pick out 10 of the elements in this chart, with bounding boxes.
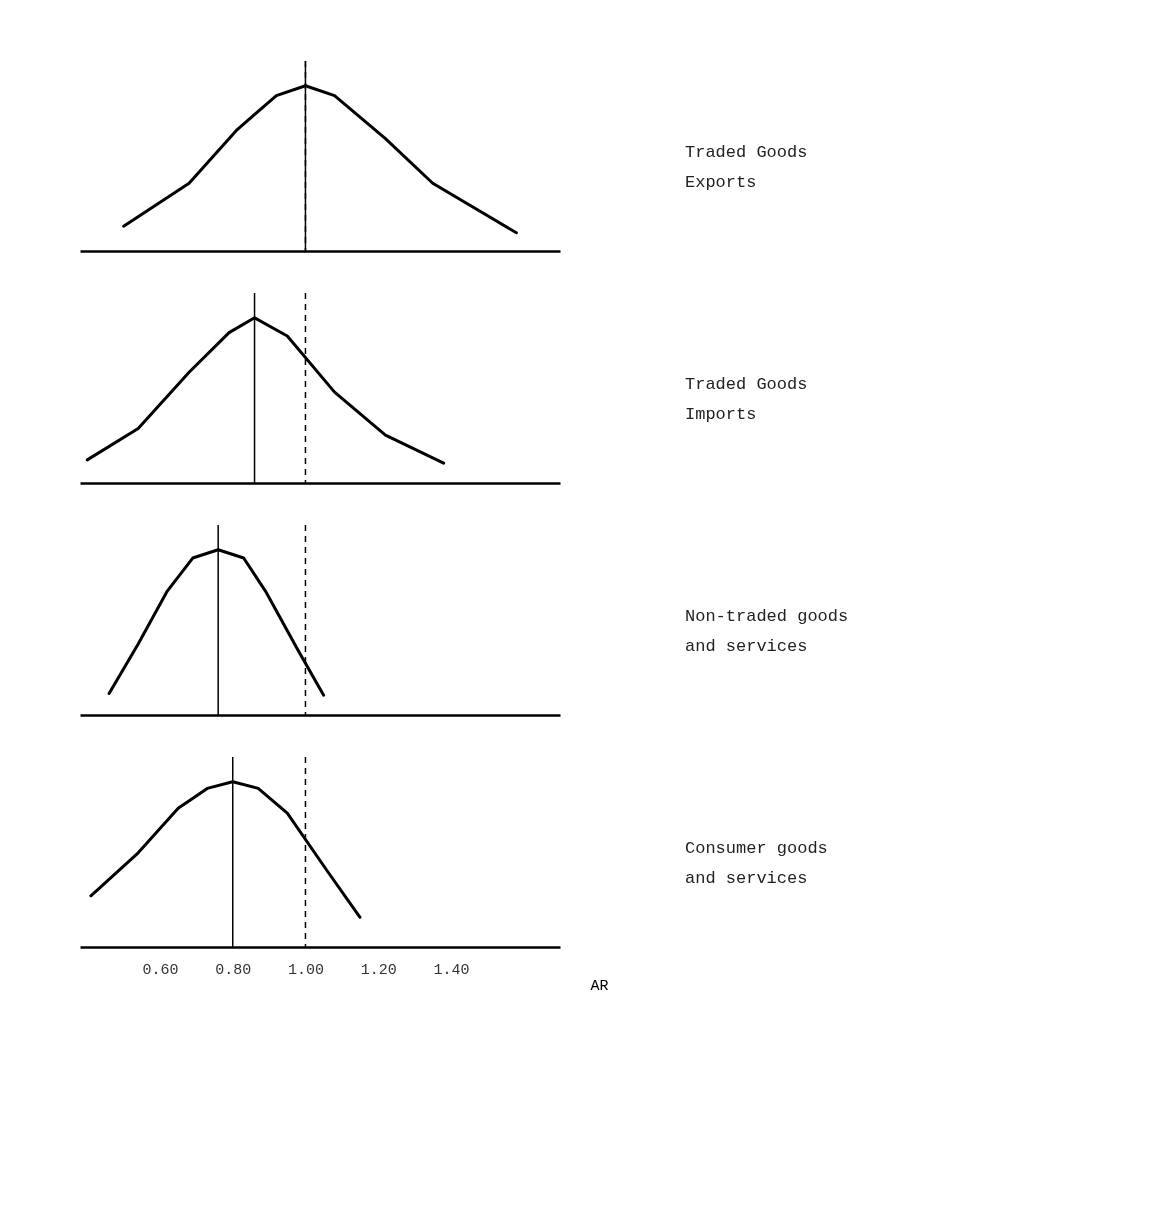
x-tick-label: 1.40 [433,961,470,979]
x-axis-title: AR [590,977,609,995]
x-tick-label: 1.00 [287,961,324,979]
text: Non-traded goods and services [685,606,849,656]
x-tick-label: 0.60 [142,961,179,979]
text: Traded Goods Imports [685,374,808,424]
x-tick-label: 1.20 [360,961,397,979]
text: Consumer goods and services [685,838,828,888]
text: Traded Goods Exports [685,142,808,192]
x-tick-label: 0.80 [215,961,252,979]
